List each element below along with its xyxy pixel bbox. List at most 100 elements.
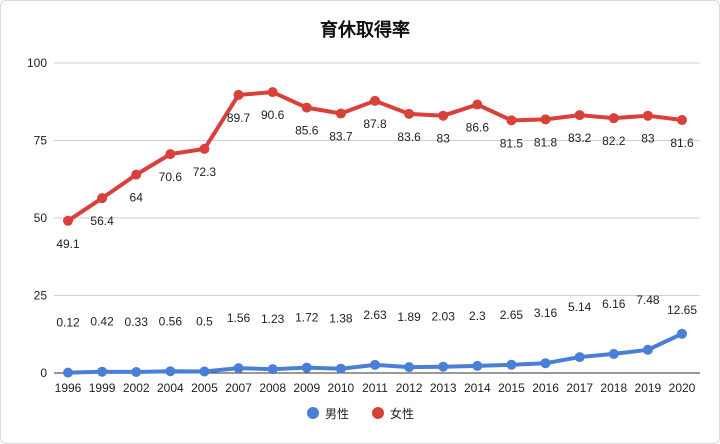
- data-point: [540, 358, 551, 369]
- x-tick-label: 2018: [600, 381, 627, 395]
- data-point: [642, 110, 653, 121]
- data-point: [404, 362, 415, 373]
- data-label: 87.8: [363, 117, 387, 131]
- x-tick-label: 2002: [123, 381, 150, 395]
- x-tick-label: 2010: [328, 381, 355, 395]
- data-label: 83.7: [329, 130, 353, 144]
- x-tick-label: 1996: [55, 381, 82, 395]
- data-label: 72.3: [193, 165, 217, 179]
- x-tick-label: 2012: [396, 381, 423, 395]
- data-point: [574, 352, 585, 363]
- data-point: [608, 113, 619, 124]
- data-label: 1.72: [295, 311, 319, 325]
- x-tick-label: 2013: [430, 381, 457, 395]
- data-point: [608, 348, 619, 359]
- data-label: 81.8: [534, 135, 558, 149]
- chart-title: 育休取得率: [320, 19, 410, 40]
- data-label: 0.12: [56, 316, 80, 330]
- x-tick-label: 2005: [191, 381, 218, 395]
- legend-marker: [307, 407, 319, 419]
- data-label: 6.16: [602, 297, 626, 311]
- data-point: [63, 215, 73, 226]
- data-label: 1.38: [329, 312, 353, 326]
- x-tick-label: 2015: [498, 381, 525, 395]
- data-label: 0.42: [90, 315, 114, 329]
- data-label: 0.56: [159, 314, 183, 328]
- data-label: 64: [130, 191, 144, 205]
- x-tick-label: 1999: [89, 381, 116, 395]
- series-line-female: [66, 90, 683, 223]
- data-point: [642, 344, 653, 355]
- y-tick-label: 100: [27, 56, 47, 70]
- data-label: 85.6: [295, 124, 319, 138]
- data-point: [97, 366, 108, 377]
- legend-label: 女性: [390, 406, 414, 421]
- data-point: [233, 89, 244, 100]
- data-label: 1.89: [397, 310, 421, 324]
- data-point: [438, 361, 449, 372]
- y-tick-label: 0: [40, 366, 47, 380]
- x-tick-label: 2019: [635, 381, 662, 395]
- x-tick-label: 2014: [464, 381, 491, 395]
- data-point: [301, 102, 312, 113]
- data-label: 81.6: [670, 136, 694, 150]
- data-point: [404, 108, 415, 119]
- x-tick-label: 2004: [157, 381, 184, 395]
- data-point: [63, 367, 73, 378]
- data-label: 0.33: [125, 315, 149, 329]
- y-tick-label: 50: [34, 211, 48, 225]
- data-point: [131, 366, 142, 377]
- data-label: 2.03: [432, 310, 456, 324]
- data-point: [574, 110, 585, 121]
- y-tick-label: 75: [34, 134, 48, 148]
- data-label: 12.65: [667, 303, 697, 317]
- data-label: 70.6: [159, 170, 183, 184]
- data-point: [335, 108, 346, 119]
- data-point: [540, 114, 551, 125]
- data-label: 2.65: [500, 308, 524, 322]
- x-tick-label: 2011: [362, 381, 388, 395]
- data-label: 82.2: [602, 134, 626, 148]
- data-point: [472, 99, 483, 110]
- data-label: 2.63: [363, 308, 387, 322]
- data-label: 0.5: [196, 314, 213, 328]
- data-point: [131, 169, 142, 180]
- x-tick-label: 2020: [669, 381, 696, 395]
- x-tick-label: 2016: [532, 381, 559, 395]
- data-point: [438, 110, 449, 121]
- data-point: [335, 363, 346, 374]
- data-label: 2.3: [469, 309, 486, 323]
- data-label: 83: [641, 132, 655, 146]
- data-label: 89.7: [227, 111, 251, 125]
- data-point: [506, 115, 517, 126]
- data-point: [165, 366, 176, 377]
- data-label: 1.56: [227, 311, 251, 325]
- data-label: 56.4: [90, 214, 114, 228]
- data-point: [267, 364, 278, 375]
- data-label: 90.6: [261, 108, 285, 122]
- data-point: [370, 359, 380, 370]
- data-label: 81.5: [500, 136, 524, 150]
- data-point: [97, 193, 108, 204]
- x-tick-label: 2017: [566, 381, 593, 395]
- data-label: 5.14: [568, 300, 592, 314]
- data-point: [233, 363, 244, 374]
- data-label: 7.48: [636, 293, 660, 307]
- data-point: [677, 328, 687, 339]
- x-tick-label: 2007: [225, 381, 252, 395]
- data-point: [370, 95, 380, 106]
- data-point: [199, 143, 210, 154]
- data-label: 83.2: [568, 131, 592, 145]
- data-label: 83.6: [397, 130, 421, 144]
- data-point: [301, 362, 312, 373]
- data-point: [506, 359, 517, 370]
- x-tick-label: 2008: [259, 381, 286, 395]
- y-tick-label: 25: [34, 289, 48, 303]
- data-label: 3.16: [534, 306, 558, 320]
- data-label: 1.23: [261, 312, 285, 326]
- data-label: 86.6: [466, 121, 490, 135]
- data-point: [472, 360, 483, 371]
- data-point: [199, 366, 210, 377]
- data-label: 49.1: [56, 237, 80, 251]
